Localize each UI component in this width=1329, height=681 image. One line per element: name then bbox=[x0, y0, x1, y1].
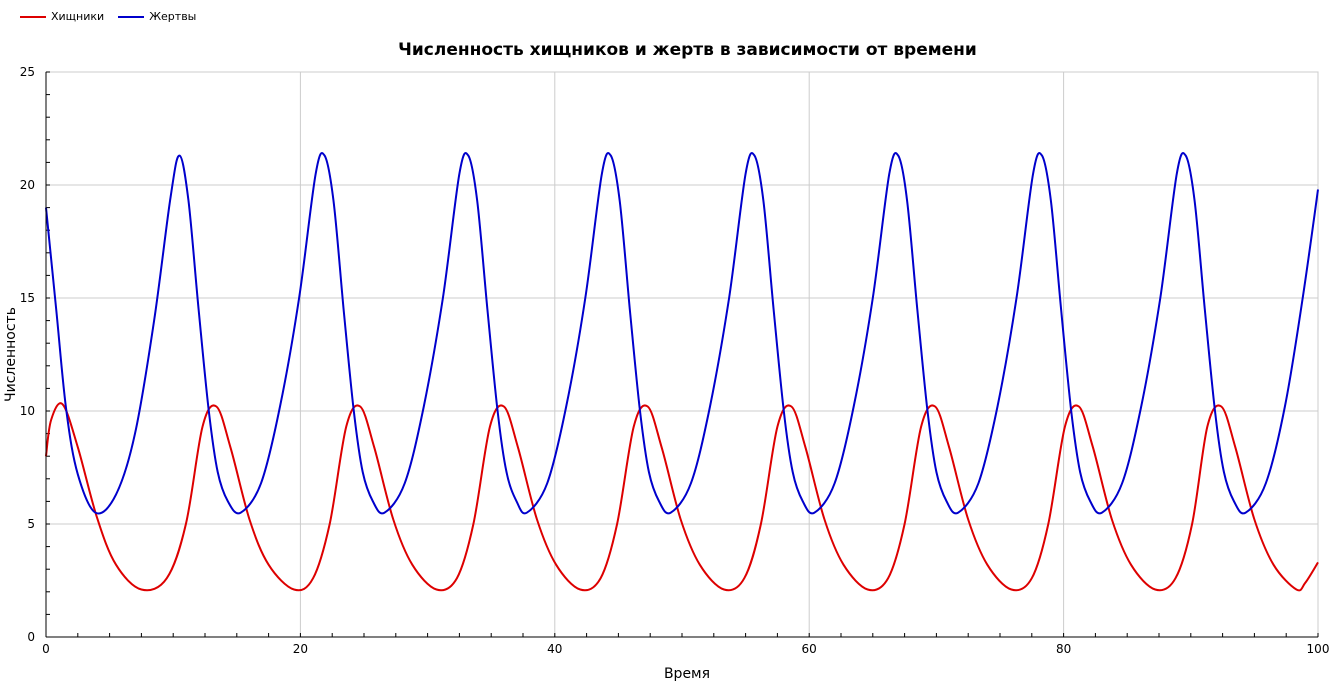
plot-frame bbox=[45, 71, 1319, 638]
legend-label-prey: Жертвы bbox=[149, 10, 197, 23]
y-tick-label: 20 bbox=[20, 178, 35, 192]
legend-item-prey[interactable]: Жертвы bbox=[118, 10, 196, 23]
series-lines bbox=[45, 152, 1319, 592]
axes bbox=[45, 72, 1318, 638]
x-tick-label: 40 bbox=[547, 642, 562, 656]
legend-item-predators[interactable]: Хищники bbox=[20, 10, 104, 23]
minor-ticks bbox=[45, 71, 1319, 638]
x-tick-label: 60 bbox=[802, 642, 817, 656]
legend-swatch-predators bbox=[20, 15, 46, 18]
y-tick-label: 25 bbox=[20, 65, 35, 79]
x-tick-label: 0 bbox=[42, 642, 50, 656]
grid-lines bbox=[45, 71, 1319, 638]
y-tick-label: 0 bbox=[27, 630, 35, 644]
series-line-prey bbox=[45, 152, 1319, 515]
series-line-predators bbox=[45, 402, 1319, 592]
legend-label-predators: Хищники bbox=[51, 10, 105, 23]
y-axis-title: Численность bbox=[3, 307, 19, 402]
x-tick-label: 80 bbox=[1056, 642, 1071, 656]
x-axis-title: Время bbox=[664, 666, 710, 681]
x-tick-label: 100 bbox=[1307, 642, 1329, 656]
x-tick-label: 20 bbox=[293, 642, 308, 656]
tick-labels: 0 20 40 60 80 100 0 5 10 15 20 25 bbox=[20, 65, 1329, 656]
chart-title: Численность хищников и жертв в зависимос… bbox=[398, 40, 977, 60]
y-tick-label: 15 bbox=[20, 291, 35, 305]
chart-legend: Хищники Жертвы bbox=[20, 10, 196, 23]
legend-swatch-prey bbox=[118, 15, 145, 18]
y-tick-label: 10 bbox=[20, 404, 35, 418]
y-tick-label: 5 bbox=[27, 517, 35, 531]
